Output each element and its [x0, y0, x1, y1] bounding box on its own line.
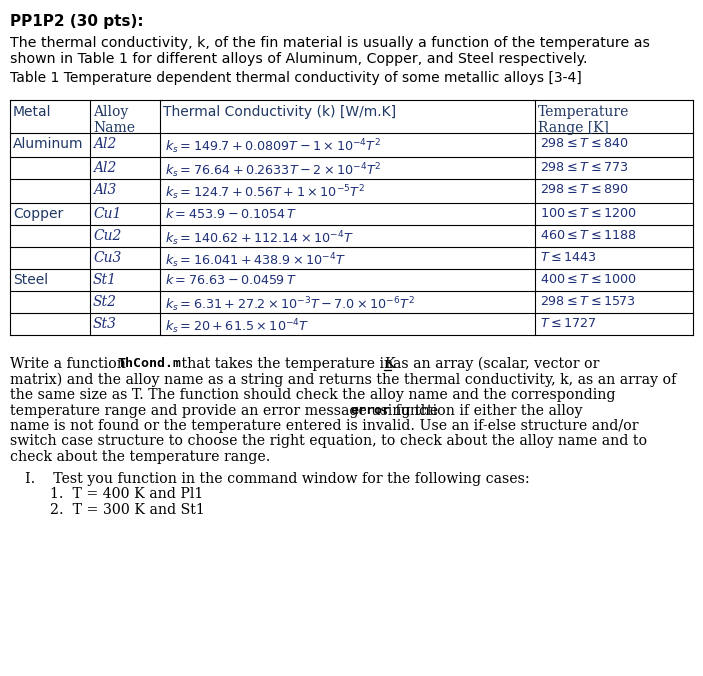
Text: $298 \leq T \leq 890$: $298 \leq T \leq 890$: [540, 183, 628, 196]
Text: switch case structure to choose the right equation, to check about the alloy nam: switch case structure to choose the righ…: [10, 435, 647, 448]
Text: $k_s = 76.64 + 0.2633T - 2 \times 10^{-4}T^2$: $k_s = 76.64 + 0.2633T - 2 \times 10^{-4…: [165, 161, 382, 180]
Text: $100 \leq T \leq 1200$: $100 \leq T \leq 1200$: [540, 207, 637, 220]
Text: Alloy
Name: Alloy Name: [93, 105, 135, 135]
Text: check about the temperature range.: check about the temperature range.: [10, 450, 271, 464]
Text: 1.  T = 400 K and Pl1: 1. T = 400 K and Pl1: [50, 487, 203, 501]
Text: K: K: [384, 357, 394, 371]
Text: $400 \leq T \leq 1000$: $400 \leq T \leq 1000$: [540, 273, 637, 286]
Text: error: error: [350, 404, 390, 416]
Text: $k_s = 6.31 + 27.2 \times 10^{-3}T - 7.0 \times 10^{-6}T^2$: $k_s = 6.31 + 27.2 \times 10^{-3}T - 7.0…: [165, 295, 415, 314]
Text: matrix) and the alloy name as a string and returns the thermal conductivity, k, : matrix) and the alloy name as a string a…: [10, 372, 676, 387]
Text: St2: St2: [93, 295, 117, 309]
Text: Cu1: Cu1: [93, 207, 122, 221]
Text: temperature range and provide an error message using the: temperature range and provide an error m…: [10, 404, 443, 418]
Text: Temperature
Range [K]: Temperature Range [K]: [538, 105, 629, 135]
Text: Al2: Al2: [93, 137, 117, 151]
Text: The thermal conductivity, k, of the fin material is usually a function of the te: The thermal conductivity, k, of the fin …: [10, 36, 650, 50]
Text: $460 \leq T \leq 1188$: $460 \leq T \leq 1188$: [540, 229, 637, 242]
Text: Thermal Conductivity (k) [W/m.K]: Thermal Conductivity (k) [W/m.K]: [163, 105, 396, 119]
Text: function if either the alloy: function if either the alloy: [391, 404, 583, 418]
Text: Steel: Steel: [13, 273, 48, 287]
Text: Cu3: Cu3: [93, 251, 122, 265]
Text: Aluminum: Aluminum: [13, 137, 84, 151]
Text: $298 \leq T \leq 840$: $298 \leq T \leq 840$: [540, 137, 628, 150]
Text: $k_s = 124.7 + 0.56T + 1 \times 10^{-5}T^2$: $k_s = 124.7 + 0.56T + 1 \times 10^{-5}T…: [165, 183, 365, 201]
Text: I.    Test you function in the command window for the following cases:: I. Test you function in the command wind…: [25, 471, 530, 485]
Text: $T \leq 1443$: $T \leq 1443$: [540, 251, 597, 264]
Text: $k_s = 16.041 + 438.9 \times 10^{-4}T$: $k_s = 16.041 + 438.9 \times 10^{-4}T$: [165, 251, 346, 270]
Text: Write a function: Write a function: [10, 357, 130, 371]
Text: St3: St3: [93, 317, 117, 331]
Text: PP1P2 (30 pts):: PP1P2 (30 pts):: [10, 14, 143, 29]
Text: ThCond.m: ThCond.m: [117, 357, 181, 370]
Text: as an array (scalar, vector or: as an array (scalar, vector or: [393, 357, 600, 371]
Text: $k_s = 140.62 + 112.14 \times 10^{-4}T$: $k_s = 140.62 + 112.14 \times 10^{-4}T$: [165, 229, 354, 247]
Text: Cu2: Cu2: [93, 229, 122, 243]
Text: $k_s = 20 + 61.5 \times 10^{-4}T$: $k_s = 20 + 61.5 \times 10^{-4}T$: [165, 317, 309, 336]
Text: $k =  76.63 - 0.0459\,T$: $k = 76.63 - 0.0459\,T$: [165, 273, 297, 287]
Text: $k_s = 149.7 + 0.0809T - 1 \times 10^{-4}T^2$: $k_s = 149.7 + 0.0809T - 1 \times 10^{-4…: [165, 137, 381, 155]
Text: Copper: Copper: [13, 207, 63, 221]
Text: Al2: Al2: [93, 161, 117, 175]
Text: $298 \leq T \leq 1573$: $298 \leq T \leq 1573$: [540, 295, 636, 308]
Text: Table 1 Temperature dependent thermal conductivity of some metallic alloys [3-4]: Table 1 Temperature dependent thermal co…: [10, 71, 582, 85]
Text: St1: St1: [93, 273, 117, 287]
Text: $298 \leq T \leq 773$: $298 \leq T \leq 773$: [540, 161, 628, 174]
Text: Al3: Al3: [93, 183, 117, 197]
Text: the same size as T. The function should check the alloy name and the correspondi: the same size as T. The function should …: [10, 388, 616, 402]
Text: shown in Table 1 for different alloys of Aluminum, Copper, and Steel respectivel: shown in Table 1 for different alloys of…: [10, 52, 588, 66]
Text: $k =  453.9 - 0.1054\,T$: $k = 453.9 - 0.1054\,T$: [165, 207, 297, 221]
Text: name is not found or the temperature entered is invalid. Use an if-else structur: name is not found or the temperature ent…: [10, 419, 638, 433]
Text: Metal: Metal: [13, 105, 51, 119]
Text: 2.  T = 300 K and St1: 2. T = 300 K and St1: [50, 502, 205, 516]
Text: $T \leq 1727$: $T \leq 1727$: [540, 317, 597, 330]
Text: that takes the temperature in: that takes the temperature in: [177, 357, 398, 371]
